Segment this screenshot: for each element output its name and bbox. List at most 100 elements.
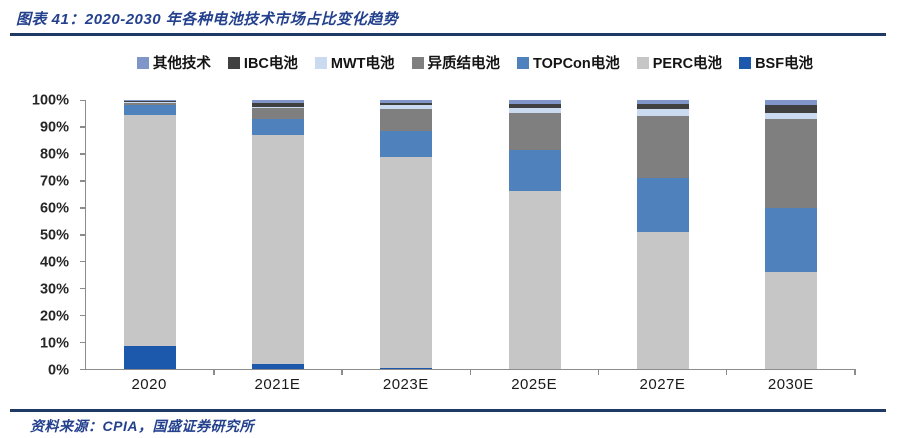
bar-2021E	[252, 100, 305, 369]
y-tick-label-10: 10%	[39, 334, 69, 351]
y-tick-mark	[80, 126, 86, 128]
bar-cell-2027E	[599, 100, 727, 369]
legend-label-ibc: IBC电池	[243, 56, 298, 72]
legend-item-mwt: MWT电池	[314, 52, 395, 73]
x-label-2027E: 2027E	[639, 376, 686, 393]
legend: 其他技术 IBC电池 MWT电池 异质结电池 TOPCon电池 PERC电池 BSF电池	[60, 52, 890, 73]
y-tick-mark	[80, 314, 86, 317]
x-tick-mark	[469, 369, 471, 375]
bar-segment-hjt-2027E	[636, 116, 689, 179]
bar-segment-other-tech-2021E	[252, 100, 305, 103]
legend-swatch-ibc-icon	[227, 56, 240, 69]
bar-segment-mwt-2021E	[252, 106, 305, 109]
legend-swatch-hjt-icon	[411, 56, 424, 69]
legend-item-hjt: 异质结电池	[411, 52, 501, 73]
bar-segment-bsf-2020	[124, 346, 177, 369]
x-label-2023E: 2023E	[382, 376, 429, 393]
bar-cell-2030E	[727, 100, 855, 369]
legend-item-perc: PERC电池	[636, 52, 723, 73]
bars-container	[86, 100, 855, 369]
bottom-divider-line	[10, 409, 886, 412]
legend-label-mwt: MWT电池	[330, 56, 395, 72]
bar-segment-ibc-2020	[124, 101, 177, 102]
x-label-2020: 2020	[131, 376, 167, 393]
y-tick-mark	[80, 153, 86, 155]
bar-segment-topcon-2021E	[252, 118, 305, 135]
y-axis: 0% 10% 20% 30% 40% 50% 60% 70% 80% 90% 100%	[7, 93, 77, 377]
bar-segment-perc-2027E	[636, 231, 689, 369]
legend-label-other-tech: 其他技术	[152, 56, 211, 72]
y-tick-mark	[80, 234, 86, 236]
plot-area	[80, 99, 856, 375]
bar-segment-hjt-2030E	[764, 118, 817, 208]
bar-cell-2023E	[342, 100, 470, 369]
figure-title: 图表 41：2020-2030 年各种电池技术市场占比变化趋势	[16, 11, 399, 28]
x-tick-mark	[213, 369, 215, 375]
bar-2027E	[636, 100, 689, 369]
bar-2020	[124, 100, 177, 369]
legend-swatch-topcon-icon	[517, 56, 530, 69]
x-tick-mark	[597, 369, 600, 375]
legend-label-hjt: 异质结电池	[427, 56, 501, 72]
x-tick-mark	[725, 369, 728, 375]
y-tick-label-40: 40%	[39, 253, 69, 270]
legend-swatch-other-tech-icon	[136, 56, 149, 69]
legend-item-other-tech: 其他技术	[136, 52, 211, 73]
bar-segment-bsf-2023E	[380, 367, 433, 369]
y-tick-label-60: 60%	[39, 199, 69, 216]
bar-segment-hjt-2023E	[380, 109, 433, 131]
bar-segment-ibc-2021E	[252, 102, 305, 107]
y-tick-label-30: 30%	[39, 280, 69, 297]
legend-item-topcon: TOPCon电池	[517, 52, 620, 73]
bar-segment-other-tech-2020	[124, 100, 177, 102]
bar-segment-hjt-2020	[124, 102, 177, 106]
x-tick-mark	[341, 369, 343, 375]
x-label-2025E: 2025E	[511, 376, 558, 393]
y-tick-label-20: 20%	[39, 307, 69, 324]
bar-segment-ibc-2030E	[764, 105, 817, 114]
y-tick-mark	[80, 368, 86, 370]
bar-segment-ibc-2025E	[508, 104, 561, 109]
bar-segment-ibc-2027E	[636, 104, 689, 110]
bar-cell-2025E	[471, 100, 599, 369]
y-tick-mark	[80, 341, 86, 344]
bar-segment-perc-2025E	[508, 191, 561, 369]
bar-segment-perc-2020	[124, 114, 177, 347]
y-tick-mark	[80, 287, 86, 290]
legend-item-bsf: BSF电池	[739, 52, 813, 73]
y-tick-mark	[80, 180, 86, 182]
legend-label-perc: PERC电池	[652, 56, 723, 72]
bar-segment-mwt-2030E	[764, 113, 817, 119]
y-tick-label-90: 90%	[39, 118, 69, 135]
legend-swatch-mwt-icon	[314, 56, 327, 69]
y-tick-label-80: 80%	[39, 145, 69, 162]
bar-segment-topcon-2027E	[636, 178, 689, 232]
bar-segment-hjt-2025E	[508, 113, 561, 150]
y-tick-label-70: 70%	[39, 172, 69, 189]
bar-segment-other-tech-2023E	[380, 100, 433, 103]
bar-segment-mwt-2020	[124, 101, 177, 103]
bar-segment-mwt-2025E	[508, 108, 561, 114]
bar-segment-mwt-2027E	[636, 109, 689, 117]
bar-segment-topcon-2030E	[764, 207, 817, 273]
legend-swatch-bsf-icon	[739, 56, 752, 69]
bar-segment-perc-2030E	[764, 272, 817, 369]
y-tick-mark	[80, 99, 86, 101]
bar-segment-perc-2021E	[252, 134, 305, 364]
bar-segment-bsf-2021E	[252, 363, 305, 369]
legend-item-ibc: IBC电池	[227, 52, 298, 73]
bar-segment-ibc-2023E	[380, 102, 433, 106]
x-label-2021E: 2021E	[254, 376, 301, 393]
bar-2025E	[508, 100, 561, 369]
bar-cell-2021E	[214, 100, 342, 369]
bar-segment-other-tech-2025E	[508, 100, 561, 105]
bar-segment-hjt-2021E	[252, 108, 305, 119]
legend-label-topcon: TOPCon电池	[533, 56, 620, 72]
bar-2023E	[380, 100, 433, 369]
y-tick-label-100: 100%	[31, 91, 69, 108]
x-label-2030E: 2030E	[767, 376, 814, 393]
legend-label-bsf: BSF电池	[755, 56, 814, 72]
bar-segment-other-tech-2027E	[636, 100, 689, 105]
bar-segment-mwt-2023E	[380, 105, 433, 110]
